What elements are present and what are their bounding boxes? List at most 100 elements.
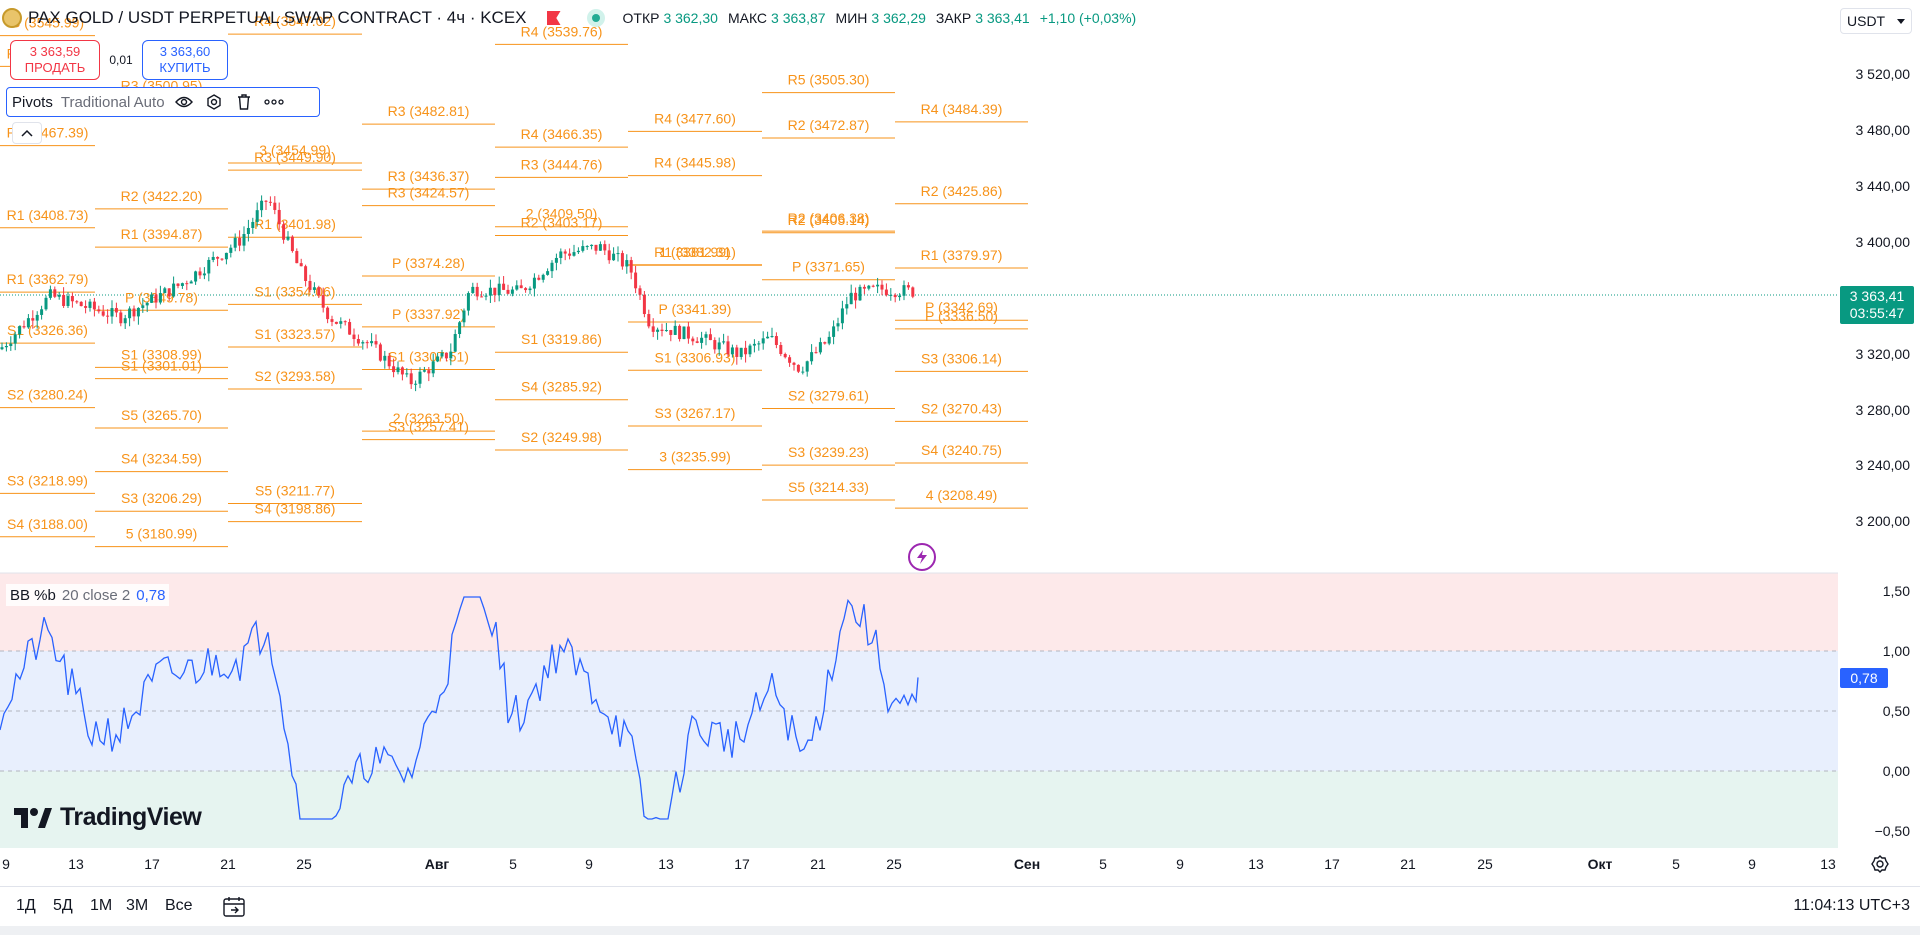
indicator-legend[interactable]: BB %b 20 close 2 0,78 — [6, 584, 170, 606]
candle-body — [40, 309, 44, 315]
pivot-label: R3 (3444.76) — [521, 156, 603, 172]
candle-body — [497, 283, 501, 296]
price-chart[interactable]: S (3545.99) R4 (3547.02) R4 (3539.76) R5 (3… — [0, 0, 1838, 850]
pivots-legend[interactable]: Pivots Traditional Auto — [6, 87, 320, 117]
bar-countdown: 03:55:47 — [1849, 305, 1905, 321]
buy-button[interactable]: 3 363,60 КУПИТЬ — [142, 40, 228, 80]
pivot-label: S2 (3280.24) — [7, 387, 88, 403]
pivot-label: S1 (3307.51) — [388, 348, 469, 364]
symbol-title[interactable]: PAX GOLD / USDT PERPETUAL SWAP CONTRACT … — [28, 8, 527, 27]
pivot-label: S4 (3188.00) — [7, 516, 88, 532]
collapse-legend-button[interactable] — [12, 122, 42, 144]
pivot-label: R2 (3403.17) — [521, 215, 603, 231]
candle-body — [730, 347, 734, 355]
candle-body — [572, 252, 576, 256]
pivot-label: S4 (3234.59) — [121, 451, 202, 467]
candle-body — [691, 338, 695, 342]
candle-body — [880, 284, 884, 290]
candle-body — [493, 287, 497, 296]
tradingview-logo[interactable]: TradingView — [14, 803, 202, 832]
eye-icon[interactable] — [173, 91, 195, 113]
candle-body — [625, 260, 629, 267]
candle-body — [405, 373, 409, 375]
time-tick: 13 — [1248, 856, 1264, 872]
candle-body — [510, 289, 514, 294]
candle-body — [774, 336, 778, 346]
candle-body — [757, 343, 761, 345]
range-5d-button[interactable]: 5Д — [53, 897, 73, 914]
candle-body — [893, 294, 897, 298]
time-tick: 9 — [585, 856, 593, 872]
range-all-button[interactable]: Все — [165, 897, 193, 914]
trade-panel: 3 363,59 ПРОДАТЬ 0,01 3 363,60 КУПИТЬ — [10, 40, 228, 80]
indicator-tick: −0,50 — [1874, 823, 1910, 839]
candle-body — [673, 325, 677, 335]
candle-body — [238, 237, 242, 246]
candle-body — [286, 236, 290, 240]
lightning-icon[interactable] — [908, 543, 936, 571]
pivot-label: 3 (3454.99) — [259, 142, 331, 158]
currency-select[interactable]: USDT — [1840, 8, 1912, 34]
candle-body — [0, 347, 4, 350]
range-1m-button[interactable]: 1М — [90, 897, 113, 914]
candle-body — [695, 341, 699, 343]
candle-body — [783, 354, 787, 358]
time-axis[interactable]: 9 13 17 21 25 Авг 5 9 13 17 21 25 Сен 5 9 13 17 21 25 Окт 5 9… — [0, 850, 1838, 878]
calendar-range-icon[interactable] — [222, 895, 246, 919]
candle-body — [524, 288, 528, 291]
candle-body — [150, 294, 154, 303]
range-1d-button[interactable]: 1Д — [16, 897, 36, 914]
sell-button[interactable]: 3 363,59 ПРОДАТЬ — [10, 40, 100, 80]
price-tick: 3 280,00 — [1855, 402, 1911, 418]
time-tick: 17 — [734, 856, 750, 872]
price-tick: 3 400,00 — [1855, 234, 1911, 250]
candle-body — [642, 294, 646, 315]
candle-body — [805, 361, 809, 372]
price-scale[interactable]: 3 520,00 3 480,00 3 440,00 3 400,00 3 32… — [1838, 0, 1920, 860]
chart-settings-button[interactable] — [1868, 852, 1892, 876]
candle-body — [264, 200, 268, 202]
time-tick: 5 — [1099, 856, 1107, 872]
pivot-label: S4 (3198.86) — [255, 501, 336, 517]
candle-body — [585, 246, 589, 248]
pivot-label: R1 (3382.31) — [654, 244, 736, 260]
pivot-label: S2 (3270.43) — [921, 400, 1002, 416]
pivot-label: R2 (3406.38) — [788, 210, 870, 226]
candle-body — [180, 283, 184, 286]
pivot-label: R2 (3425.86) — [921, 183, 1003, 199]
candle-body — [132, 308, 136, 317]
candle-body — [902, 285, 906, 296]
market-status-icon[interactable] — [586, 9, 605, 27]
candle-body — [251, 221, 255, 228]
pivot-label: R2 (3405.14) — [788, 212, 870, 228]
settings-icon[interactable] — [203, 91, 225, 113]
candle-body — [638, 288, 642, 295]
candle-body — [84, 306, 88, 308]
trash-icon[interactable] — [233, 91, 255, 113]
pivot-label: R3 (3449.90) — [254, 149, 336, 165]
pivot-label: S2 (3293.58) — [255, 368, 336, 384]
candle-body — [823, 342, 827, 344]
candle-body — [202, 273, 206, 276]
candle-body — [717, 342, 721, 350]
candle-body — [414, 383, 418, 385]
indicator-tick: 1,50 — [1882, 583, 1910, 599]
pivot-label: R4 (3445.98) — [654, 155, 736, 171]
candle-body — [110, 308, 114, 317]
clock[interactable]: 11:04:13 UTC+3 — [1793, 897, 1910, 914]
flag-icon[interactable] — [546, 11, 561, 25]
candle-body — [374, 341, 378, 345]
more-icon[interactable] — [263, 91, 285, 113]
pivots-title: Pivots — [12, 93, 53, 111]
last-price-tag: 3 363,41 03:55:47 — [1840, 286, 1914, 324]
time-tick: Авг — [424, 856, 450, 872]
candle-body — [277, 209, 281, 225]
candle-body — [13, 334, 17, 344]
candle-body — [62, 294, 66, 306]
range-3m-button[interactable]: 3М — [126, 897, 149, 914]
pivot-label: S2 (3279.61) — [788, 388, 869, 404]
candle-body — [656, 329, 660, 332]
candle-body — [620, 253, 624, 267]
pivot-label: R2 (3422.20) — [121, 188, 203, 204]
open-value: 3 362,30 — [663, 10, 718, 26]
